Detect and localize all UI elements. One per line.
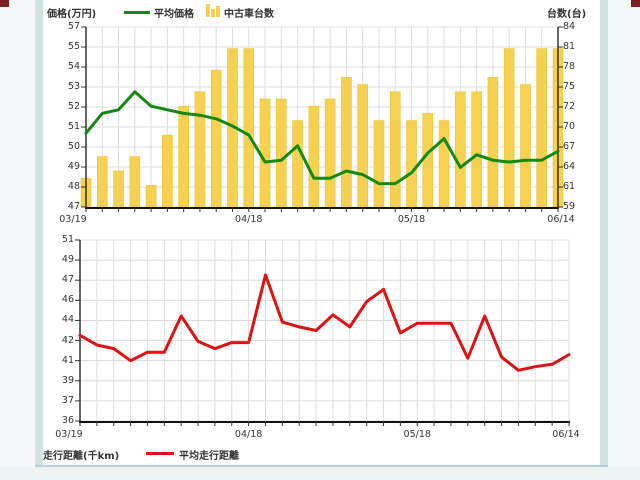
y-right-tick-label: 81 — [563, 41, 576, 52]
y-left-tick-label: 49 — [67, 161, 80, 172]
y-left-tick-label: 50 — [67, 141, 80, 152]
y-right-tick-label: 75 — [563, 81, 576, 92]
y-right-tick-label: 59 — [563, 201, 576, 212]
top-right-corner-mark — [631, 0, 640, 7]
y-tick-label: 37 — [61, 394, 74, 406]
y-right-tick-label: 67 — [563, 141, 576, 152]
y-right-tick-label: 72 — [563, 101, 576, 112]
y-tick-label: 49 — [61, 254, 74, 266]
y-tick-label: 47 — [61, 274, 74, 286]
y-left-tick-label: 48 — [67, 181, 80, 192]
avg-mileage-legend-line-icon — [146, 452, 174, 455]
top-left-corner-mark — [0, 0, 9, 7]
x-tick-label: 06/14 — [552, 429, 580, 440]
used-car-count-bars — [80, 48, 564, 208]
used-car-count-legend-label: 中古車台数 — [224, 9, 274, 20]
axes — [75, 239, 570, 426]
avg-price-legend-line-icon — [124, 11, 150, 14]
price-count-chart-labels: 57 55 54 53 52 51 50 49 48 47 84 81 78 75 72 70 67 64 61 59… — [43, 0, 600, 232]
price-count-chart — [80, 26, 564, 212]
chart-card: 価格(万円) 平均価格 中古車台数 台数(台) 57 55 54 53 52 51 50 49… — [43, 0, 600, 464]
x-tick-label: 03/19 — [55, 429, 83, 440]
x-tick-label: 03/19 — [59, 214, 87, 225]
y-tick-label: 46 — [61, 294, 74, 306]
y-tick-label: 39 — [61, 374, 74, 386]
x-tick-label: 05/18 — [403, 429, 431, 440]
y-left-tick-label: 53 — [67, 81, 80, 92]
y-left-tick-label: 57 — [67, 21, 80, 32]
count-axis-title: 台数(台) — [547, 9, 587, 20]
y-tick-label: 42 — [61, 334, 74, 346]
avg-price-line — [84, 90, 560, 186]
y-right-tick-label: 64 — [563, 161, 576, 172]
avg-mileage-line — [78, 273, 571, 372]
y-tick-label: 44 — [61, 314, 74, 326]
y-left-tick-label: 47 — [67, 201, 80, 212]
avg-mileage-legend-label: 平均走行距離 — [179, 451, 239, 462]
y-right-tick-label: 70 — [563, 121, 576, 132]
mileage-chart-labels: 51 49 47 46 44 42 41 39 37 36 03/19 04/18 05/18 06/14 — [43, 232, 600, 446]
y-right-tick-label: 84 — [563, 21, 576, 32]
x-tick-label: 06/14 — [547, 214, 575, 225]
x-tick-label: 04/18 — [234, 429, 263, 440]
x-tick-label: 04/18 — [235, 214, 263, 225]
y-right-tick-label: 61 — [563, 181, 576, 192]
mileage-chart — [75, 239, 571, 426]
y-tick-label: 36 — [61, 415, 74, 426]
y-tick-label: 41 — [61, 354, 74, 366]
avg-price-legend-label: 平均価格 — [154, 9, 194, 20]
x-tick-label: 05/18 — [397, 214, 426, 225]
y-left-tick-label: 52 — [67, 101, 80, 112]
mileage-axis-title: 走行距離(千km) — [43, 451, 120, 462]
right-border-stripe — [600, 0, 608, 480]
card-bottom-rule — [35, 465, 608, 467]
y-left-tick-label: 55 — [67, 41, 80, 52]
y-right-tick-label: 78 — [563, 61, 576, 72]
y-left-tick-label: 54 — [67, 61, 80, 72]
left-border-stripe — [35, 0, 43, 480]
axes — [81, 26, 563, 212]
price-axis-title: 価格(万円) — [47, 9, 97, 20]
y-left-tick-label: 51 — [67, 121, 80, 132]
page-footer-area — [0, 467, 640, 480]
used-car-count-legend-bars-icon — [206, 4, 220, 17]
y-tick-label: 51 — [61, 234, 74, 245]
